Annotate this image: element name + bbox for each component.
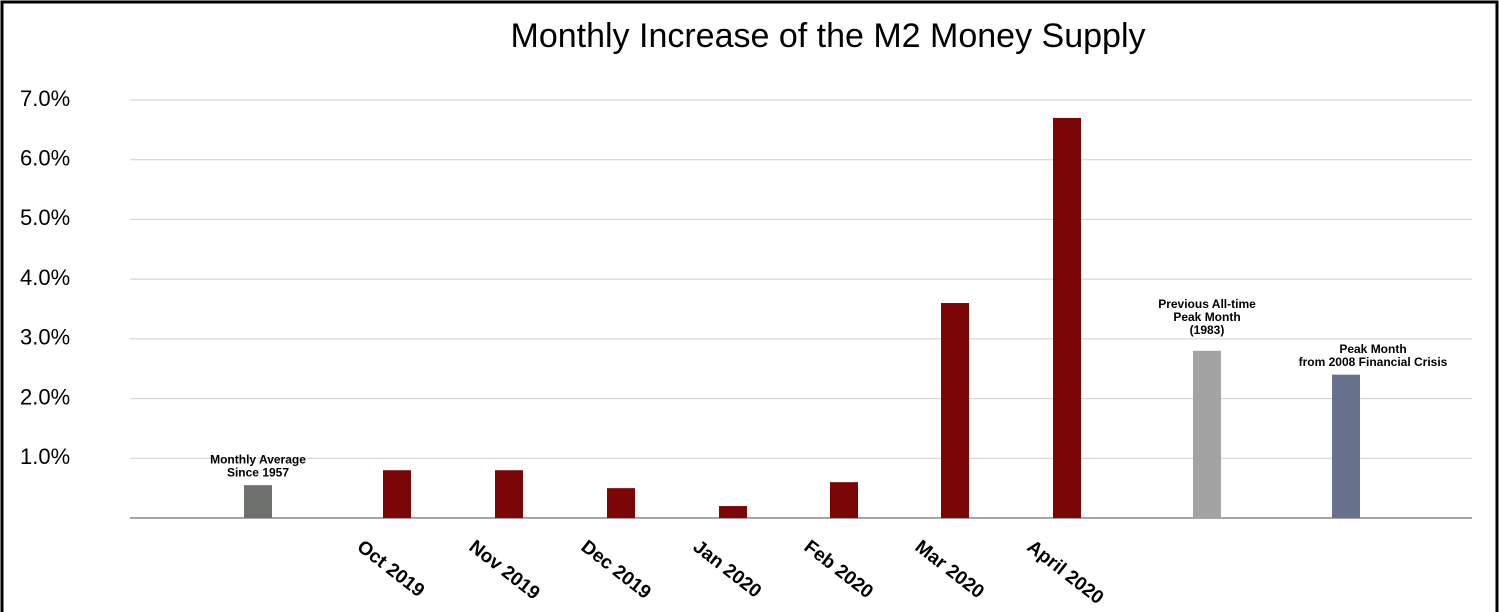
x-tick-label: Oct 2019: [353, 536, 428, 601]
x-tick-label: Nov 2019: [465, 536, 544, 604]
bar: [830, 482, 858, 518]
annotation: Peak Month: [1173, 310, 1240, 324]
y-tick-label: 5.0%: [20, 205, 70, 230]
bar: [383, 470, 411, 518]
bar: [1053, 117, 1081, 519]
annotation: (1983): [1190, 323, 1225, 337]
annotation: Previous All-time: [1158, 297, 1256, 311]
annotation: from 2008 Financial Crisis: [1299, 355, 1448, 369]
x-tick-label: Jan 2020: [689, 536, 765, 602]
bar: [719, 506, 747, 518]
chart-title: Monthly Increase of the M2 Money Supply: [511, 17, 1146, 55]
bar: [941, 303, 969, 518]
y-tick-label: 6.0%: [20, 146, 70, 171]
x-tick-label: Feb 2020: [800, 536, 877, 603]
y-tick-label: 7.0%: [20, 86, 70, 111]
x-tick-label: April 2020: [1023, 536, 1108, 608]
bar: [1193, 350, 1221, 518]
annotation: Peak Month: [1339, 342, 1406, 356]
bar: [244, 485, 272, 518]
y-tick-label: 1.0%: [20, 444, 70, 469]
bar: [1332, 374, 1360, 518]
x-tick-label: Mar 2020: [911, 536, 988, 603]
bar: [607, 488, 635, 518]
y-tick-label: 3.0%: [20, 325, 70, 350]
y-tick-label: 4.0%: [20, 265, 70, 290]
x-tick-label: Dec 2019: [577, 536, 655, 603]
bar: [495, 470, 523, 518]
y-tick-label: 2.0%: [20, 384, 70, 409]
annotation: Monthly Average: [210, 452, 306, 466]
annotation: Since 1957: [227, 465, 289, 479]
